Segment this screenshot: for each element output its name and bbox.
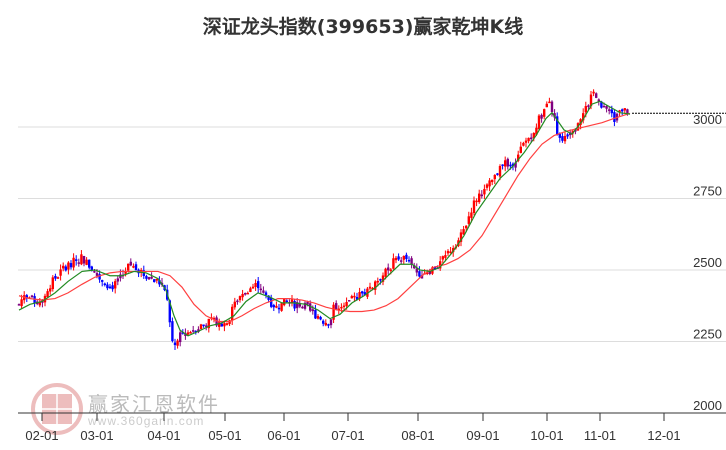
x-tick-label: 05-01: [208, 428, 241, 443]
ma-long-line: [18, 112, 631, 323]
candles: [17, 89, 629, 351]
y-tick-label: 3000: [693, 112, 722, 127]
x-tick-label: 12-01: [647, 428, 680, 443]
x-tick-label: 09-01: [466, 428, 499, 443]
watermark-logo-icon: [31, 383, 83, 435]
watermark-name: 赢家江恩软件: [88, 392, 220, 416]
y-tick-label: 2500: [693, 255, 722, 270]
ma-short-line: [18, 100, 631, 337]
chart-title: 深证龙头指数(399653)赢家乾坤K线: [202, 16, 524, 38]
x-tick-label: 03-01: [80, 428, 113, 443]
x-tick-label: 04-01: [147, 428, 180, 443]
y-tick-label: 2250: [693, 327, 722, 342]
x-tick-label: 06-01: [267, 428, 300, 443]
x-tick-label: 10-01: [530, 428, 563, 443]
x-tick-label: 11-01: [584, 428, 616, 443]
x-tick-label: 02-01: [25, 428, 58, 443]
x-tick-label: 07-01: [331, 428, 364, 443]
x-tick-label: 08-01: [401, 428, 434, 443]
y-tick-label: 2000: [693, 398, 722, 413]
watermark-url: www.360gann.com: [88, 414, 205, 428]
y-tick-label: 2750: [693, 184, 722, 199]
